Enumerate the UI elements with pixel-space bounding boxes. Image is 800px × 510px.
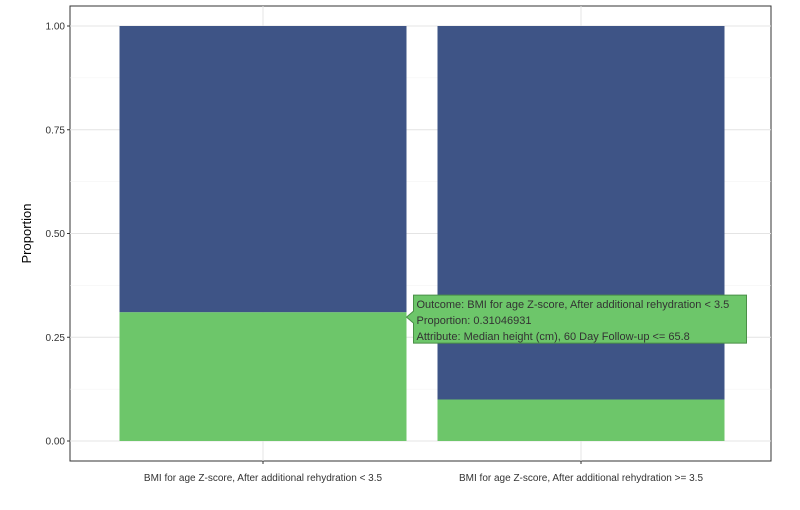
y-tick-label: 0.50 [46,229,66,240]
x-tick-label: BMI for age Z-score, After additional re… [144,473,383,484]
bar-segment-upper-1[interactable] [119,26,407,313]
tooltip-attribute-text: Attribute: Median height (cm), 60 Day Fo… [417,331,690,343]
y-tick-label: 0.00 [46,437,66,448]
hover-tooltip: Outcome: BMI for age Z-score, After addi… [405,294,747,344]
y-tick-label: 1.00 [46,22,66,33]
tooltip-outcome-text: Outcome: BMI for age Z-score, After addi… [417,299,730,311]
y-tick-label: 0.75 [46,125,66,136]
axis-layer: 0.00 0.25 0.50 0.75 1.00 BMI for age Z-score,… [46,22,704,485]
y-axis-title: Proportion [19,204,34,264]
tooltip-box [405,294,747,344]
y-tick-label: 0.25 [46,333,66,344]
bar-segment-lower-1[interactable] [119,312,407,441]
bar-segment-lower-2[interactable] [437,399,725,442]
tooltip-proportion-text: Proportion: 0.31046931 [417,315,532,327]
x-tick-label: BMI for age Z-score, After additional re… [459,473,703,484]
